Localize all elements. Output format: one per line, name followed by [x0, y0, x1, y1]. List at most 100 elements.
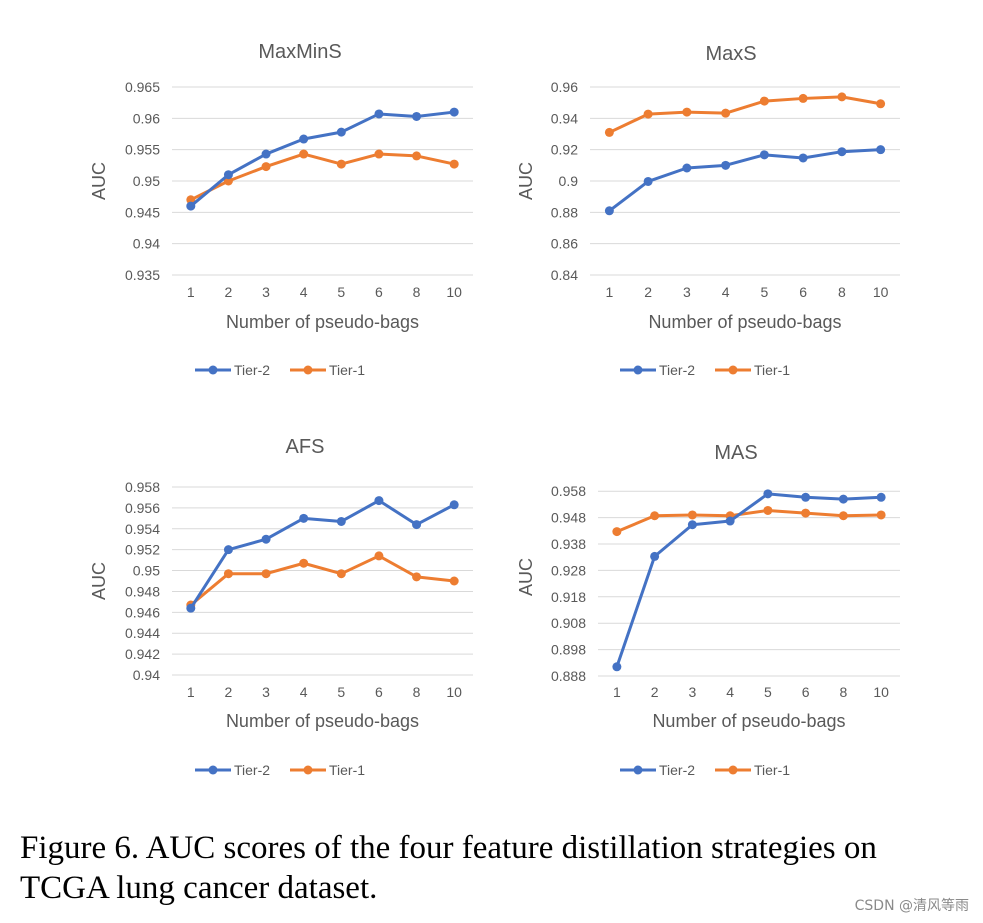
- x-tick-label: 10: [873, 684, 889, 700]
- y-tick-label: 0.938: [551, 536, 586, 552]
- data-point-tier-1: [876, 510, 886, 520]
- y-tick-label: 0.96: [133, 110, 160, 126]
- x-tick-label: 3: [262, 684, 270, 700]
- data-point-tier-2: [374, 496, 384, 506]
- y-tick-label: 0.88: [551, 204, 578, 220]
- data-point-tier-1: [449, 576, 459, 586]
- y-tick-label: 0.958: [125, 479, 160, 495]
- chart-3: 0.958 0.948 0.938 0.928 0.918 0.908 0.898 0.888…: [516, 442, 900, 778]
- y-tick-label: 0.9: [559, 173, 579, 189]
- series-line-tier-1: [608, 95, 881, 134]
- y-tick-label: 0.888: [551, 668, 586, 684]
- chart-title: MaxMinS: [258, 41, 341, 63]
- data-point-tier-1: [838, 511, 848, 521]
- data-point-tier-1: [837, 92, 847, 102]
- y-axis-label: AUC: [89, 162, 109, 200]
- data-point-tier-1: [687, 510, 697, 520]
- data-point-tier-2: [604, 206, 614, 216]
- legend-marker-tier-1: [303, 765, 313, 775]
- data-point-tier-2: [299, 134, 309, 144]
- y-tick-label: 0.92: [551, 142, 578, 158]
- x-tick-label: 6: [375, 684, 383, 700]
- y-tick-label: 0.918: [551, 589, 586, 605]
- y-tick-label: 0.958: [551, 483, 586, 499]
- data-point-tier-2: [838, 494, 848, 504]
- legend-marker-tier-2: [633, 365, 643, 375]
- y-tick-label: 0.955: [125, 142, 160, 158]
- x-tick-label: 2: [225, 284, 233, 300]
- x-tick-label: 6: [799, 284, 807, 300]
- data-point-tier-2: [650, 551, 660, 561]
- data-point-tier-2: [643, 176, 653, 186]
- data-point-tier-2: [612, 662, 622, 672]
- data-point-tier-1: [604, 127, 614, 137]
- y-tick-label: 0.942: [125, 646, 160, 662]
- data-point-tier-2: [721, 160, 731, 170]
- x-tick-label: 8: [838, 284, 846, 300]
- x-axis-label: Number of pseudo-bags: [652, 711, 845, 731]
- y-tick-label: 0.948: [125, 583, 160, 599]
- data-point-tier-1: [261, 569, 271, 579]
- data-point-tier-2: [412, 520, 422, 530]
- data-point-tier-2: [801, 492, 811, 502]
- legend-label: Tier-1: [329, 362, 365, 378]
- x-tick-label: 10: [873, 284, 889, 300]
- x-tick-label: 6: [802, 684, 810, 700]
- data-point-tier-2: [876, 492, 886, 502]
- data-point-tier-1: [299, 149, 309, 159]
- legend-marker-tier-2: [208, 365, 218, 375]
- data-point-tier-2: [449, 500, 459, 510]
- data-point-tier-2: [725, 516, 735, 526]
- data-point-tier-1: [374, 551, 384, 561]
- chart-1: 0.96 0.94 0.92 0.9 0.88 0.86 0.84 1 2 3 4 5 6 8 10 MaxS…: [516, 43, 900, 378]
- series-line-tier-1: [190, 152, 455, 202]
- data-point-tier-2: [223, 545, 233, 555]
- y-tick-label: 0.95: [133, 563, 160, 579]
- data-point-tier-2: [186, 201, 196, 211]
- x-tick-label: 1: [187, 684, 195, 700]
- x-tick-label: 3: [683, 284, 691, 300]
- data-point-tier-1: [186, 195, 196, 205]
- x-tick-label: 4: [300, 284, 308, 300]
- x-tick-label: 8: [413, 284, 421, 300]
- y-tick-label: 0.84: [551, 267, 578, 283]
- chart-0: 0.965 0.96 0.955 0.95 0.945 0.94 0.935 1 2 3 4 5 6 8 1…: [89, 41, 473, 378]
- legend-label: Tier-2: [234, 762, 270, 778]
- data-point-tier-2: [336, 127, 346, 137]
- y-tick-label: 0.965: [125, 79, 160, 95]
- chart-2: 0.9580.9560.9540.9520.950.9480.9460.9440…: [89, 436, 473, 778]
- x-tick-label: 8: [413, 684, 421, 700]
- x-tick-label: 10: [446, 684, 462, 700]
- y-tick-label: 0.86: [551, 236, 578, 252]
- y-tick-label: 0.946: [125, 604, 160, 620]
- y-tick-label: 0.935: [125, 267, 160, 283]
- data-point-tier-2: [186, 603, 196, 613]
- y-tick-label: 0.898: [551, 642, 586, 658]
- y-axis-label: AUC: [516, 558, 536, 596]
- data-point-tier-2: [261, 534, 271, 544]
- data-point-tier-1: [798, 93, 808, 103]
- legend-label: Tier-2: [234, 362, 270, 378]
- data-point-tier-2: [299, 513, 309, 523]
- series-line-tier-2: [615, 492, 882, 668]
- series-line-tier-1: [616, 508, 882, 533]
- data-point-tier-1: [759, 96, 769, 106]
- y-tick-label: 0.94: [133, 667, 160, 683]
- series-line-tier-2: [608, 148, 881, 212]
- y-tick-label: 0.954: [125, 521, 160, 537]
- x-tick-label: 2: [644, 284, 652, 300]
- x-tick-label: 5: [760, 284, 768, 300]
- x-axis-label: Number of pseudo-bags: [648, 312, 841, 332]
- y-tick-label: 0.94: [133, 236, 160, 252]
- data-point-tier-1: [801, 508, 811, 518]
- data-point-tier-1: [449, 159, 459, 169]
- x-tick-label: 3: [688, 684, 696, 700]
- series-line-tier-1: [189, 554, 455, 607]
- y-tick-label: 0.956: [125, 500, 160, 516]
- x-tick-label: 5: [764, 684, 772, 700]
- data-point-tier-1: [763, 505, 773, 515]
- data-point-tier-2: [336, 516, 346, 526]
- chart-title: MaxS: [705, 43, 756, 65]
